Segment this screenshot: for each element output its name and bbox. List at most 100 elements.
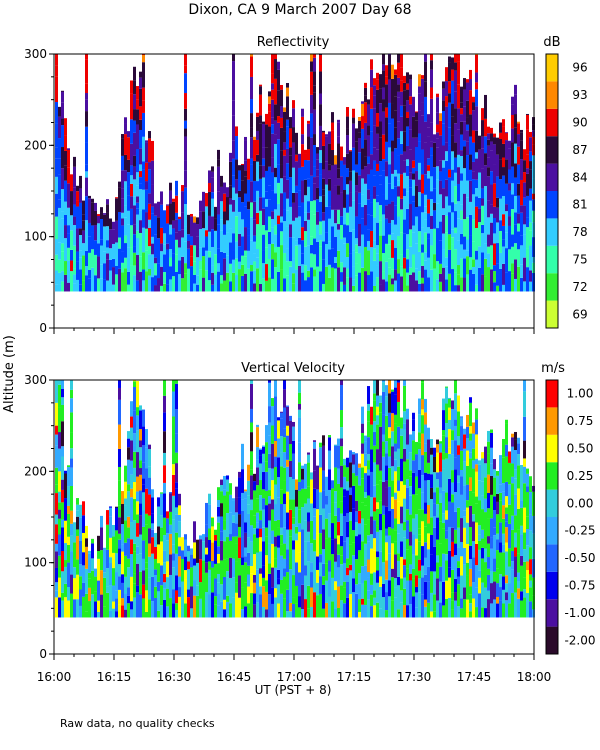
data-cell xyxy=(466,180,469,198)
data-cell xyxy=(61,102,64,119)
data-cell xyxy=(424,232,427,253)
data-cell xyxy=(457,507,460,528)
data-cell xyxy=(58,138,61,159)
data-cell xyxy=(352,464,355,474)
data-cell xyxy=(346,135,349,154)
data-cell xyxy=(382,414,385,435)
data-cell xyxy=(187,569,190,590)
data-cell xyxy=(244,250,247,257)
data-cell xyxy=(496,501,499,515)
data-cell xyxy=(277,246,280,272)
data-cell xyxy=(289,476,292,500)
data-cell xyxy=(292,273,295,284)
data-cell xyxy=(133,583,136,598)
data-cell xyxy=(496,603,499,618)
data-cell xyxy=(193,542,196,559)
data-cell xyxy=(238,471,241,478)
data-cell xyxy=(139,232,142,257)
data-cell xyxy=(142,252,145,270)
data-cell xyxy=(97,551,100,559)
data-cell xyxy=(298,153,301,168)
data-cell xyxy=(403,448,406,462)
data-cell xyxy=(85,59,88,84)
data-cell xyxy=(97,243,100,257)
data-cell xyxy=(241,202,244,220)
data-cell xyxy=(319,562,322,577)
data-cell xyxy=(244,140,247,161)
data-cell xyxy=(289,261,292,267)
data-cell xyxy=(112,568,115,586)
data-cell xyxy=(517,183,520,196)
data-cell xyxy=(127,484,130,492)
data-cell xyxy=(418,442,421,450)
data-cell xyxy=(424,443,427,452)
data-cell xyxy=(370,424,373,450)
data-cell xyxy=(121,244,124,252)
data-cell xyxy=(367,535,370,542)
data-cell xyxy=(133,573,136,584)
data-cell xyxy=(349,253,352,278)
data-cell xyxy=(250,202,253,218)
data-cell xyxy=(394,280,397,292)
data-cell xyxy=(217,506,220,517)
data-cell xyxy=(463,140,466,147)
data-cell xyxy=(394,248,397,270)
data-cell xyxy=(448,597,451,618)
data-cell xyxy=(103,606,106,618)
data-cell xyxy=(451,269,454,292)
data-cell xyxy=(145,513,148,525)
data-cell xyxy=(283,111,286,132)
data-cell xyxy=(55,484,58,494)
data-cell xyxy=(490,583,493,604)
reflectivity-field xyxy=(55,54,535,292)
data-cell xyxy=(307,498,310,513)
data-cell xyxy=(94,240,97,255)
data-cell xyxy=(124,465,127,482)
data-cell xyxy=(298,237,301,245)
data-cell xyxy=(67,207,70,226)
data-cell xyxy=(55,76,58,103)
data-cell xyxy=(430,60,433,70)
data-cell xyxy=(280,222,283,232)
data-cell xyxy=(514,163,517,178)
data-cell xyxy=(397,62,400,78)
data-cell xyxy=(76,559,79,575)
data-cell xyxy=(436,539,439,556)
data-cell xyxy=(268,563,271,574)
data-cell xyxy=(184,128,187,137)
data-cell xyxy=(505,600,508,618)
data-cell xyxy=(406,520,409,539)
data-cell xyxy=(124,576,127,594)
data-cell xyxy=(529,151,532,162)
data-cell xyxy=(160,285,163,292)
data-cell xyxy=(373,445,376,463)
data-cell xyxy=(226,187,229,198)
data-cell xyxy=(481,188,484,199)
data-cell xyxy=(373,198,376,218)
data-cell xyxy=(172,560,175,568)
data-cell xyxy=(376,551,379,558)
data-cell xyxy=(61,189,64,212)
data-cell xyxy=(91,267,94,292)
data-cell xyxy=(520,525,523,535)
data-cell xyxy=(331,267,334,292)
data-cell xyxy=(331,130,334,139)
data-cell xyxy=(61,489,64,503)
data-cell xyxy=(388,467,391,487)
data-cell xyxy=(394,499,397,519)
data-cell xyxy=(523,257,526,282)
data-cell xyxy=(67,167,70,184)
data-cell xyxy=(424,451,427,473)
data-cell xyxy=(523,440,526,459)
data-cell xyxy=(289,499,292,510)
data-cell xyxy=(256,512,259,523)
data-cell xyxy=(298,190,301,207)
data-cell xyxy=(442,123,445,146)
data-cell xyxy=(190,256,193,267)
x-tick-label: 17:00 xyxy=(277,670,312,684)
data-cell xyxy=(409,573,412,581)
data-cell xyxy=(475,458,478,465)
data-cell xyxy=(283,176,286,193)
data-cell xyxy=(457,218,460,241)
